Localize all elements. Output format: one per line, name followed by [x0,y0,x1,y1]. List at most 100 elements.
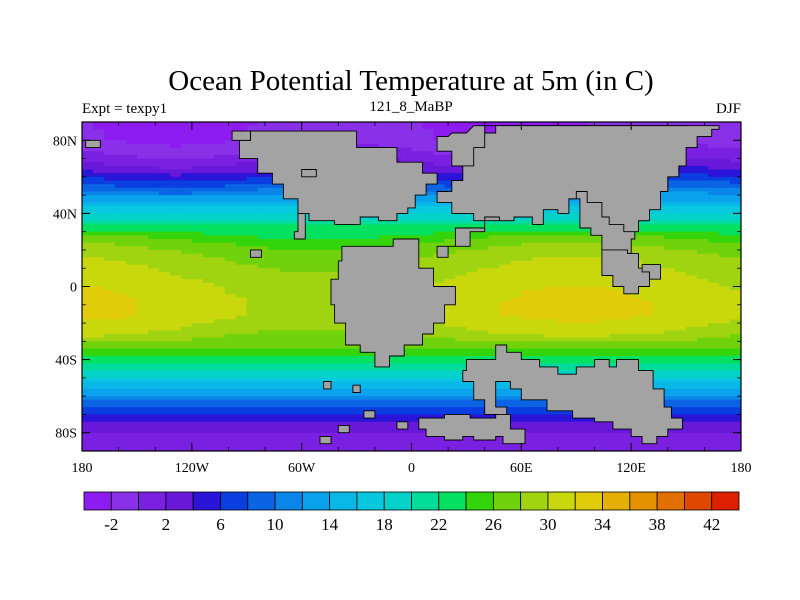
ocean-cell [367,136,380,141]
ocean-cell [279,414,292,419]
ocean-cell [257,220,270,225]
ocean-cell [587,344,599,350]
ocean-cell [180,418,193,423]
ocean-cell [466,220,478,225]
ocean-cell [136,136,149,141]
ocean-cell [82,301,94,306]
ocean-cell [202,129,215,134]
ocean-cell [444,348,457,353]
ocean-cell [532,264,544,269]
ocean-cell [444,242,457,247]
ocean-cell [125,282,138,288]
ocean-cell [82,370,94,375]
ocean-cell [191,176,204,182]
ocean-cell [433,220,446,225]
ocean-cell [169,122,182,127]
ocean-cell [345,421,358,427]
ocean-cell [180,370,193,375]
ocean-cell [719,158,731,163]
ocean-cell [268,297,281,302]
ocean-cell [82,253,94,258]
ocean-cell [213,385,226,390]
ocean-cell [664,352,676,357]
ocean-cell [323,271,336,277]
ocean-cell [125,224,138,229]
ocean-cell [246,337,259,342]
ocean-cell [290,301,303,306]
ocean-cell [323,246,336,251]
ocean-cell [609,315,621,320]
ocean-cell [499,341,511,346]
ocean-cell [224,275,237,280]
ocean-cell [191,326,204,331]
ocean-cell [466,348,478,353]
ocean-cell [246,268,259,273]
ocean-cell [323,308,336,313]
ocean-cell [653,213,665,218]
ocean-cell [576,242,588,247]
ocean-cell [466,242,478,247]
ocean-cell [433,407,446,412]
ocean-cell [301,246,314,251]
ocean-cell [400,213,413,218]
ocean-cell [653,355,665,361]
ocean-cell [719,198,731,204]
ocean-cell [642,260,654,266]
ocean-cell [224,366,237,372]
ocean-cell [499,403,511,408]
ocean-cell [411,231,424,236]
ocean-cell [554,334,566,339]
ocean-cell [730,268,741,273]
ocean-cell [664,315,676,320]
ocean-cell [686,209,698,214]
ocean-cell [246,326,259,331]
ocean-cell [532,323,544,328]
ocean-cell [686,257,698,262]
ocean-cell [235,363,248,368]
ocean-cell [499,334,511,339]
ocean-cell [686,158,698,163]
ocean-cell [433,388,446,394]
ocean-cell [510,264,522,269]
ocean-cell [125,399,138,405]
ocean-cell [433,275,446,280]
ocean-cell [719,220,731,225]
ocean-cell [279,326,292,331]
ocean-cell [444,392,457,397]
ocean-cell [532,403,544,408]
ocean-cell [477,286,489,291]
ocean-cell [587,257,599,262]
ocean-cell [433,122,446,127]
ocean-cell [312,231,325,236]
ocean-cell [125,279,138,284]
ocean-cell [367,132,380,138]
ocean-cell [279,421,292,427]
ocean-cell [455,330,468,335]
ocean-cell [213,290,226,295]
ocean-cell [147,165,160,171]
ocean-cell [147,341,160,346]
ocean-cell [323,315,336,320]
ocean-cell [719,304,731,310]
ocean-cell [510,275,522,280]
ocean-cell [499,304,511,310]
ocean-cell [114,187,127,193]
ocean-cell [224,407,237,412]
ocean-cell [510,293,522,299]
ocean-cell [158,195,171,200]
ocean-cell [246,228,259,233]
ocean-cell [290,370,303,375]
ocean-cell [356,396,369,401]
ocean-cell [169,282,182,288]
ocean-cell [433,341,446,346]
ocean-cell [576,249,588,255]
ocean-cell [224,323,237,328]
ocean-cell [598,334,610,339]
ocean-cell [235,125,248,130]
ocean-cell [455,374,468,379]
ocean-cell [719,180,731,185]
ocean-cell [147,264,160,269]
ocean-cell [268,275,281,280]
ocean-cell [114,282,127,288]
ocean-cell [719,418,731,423]
